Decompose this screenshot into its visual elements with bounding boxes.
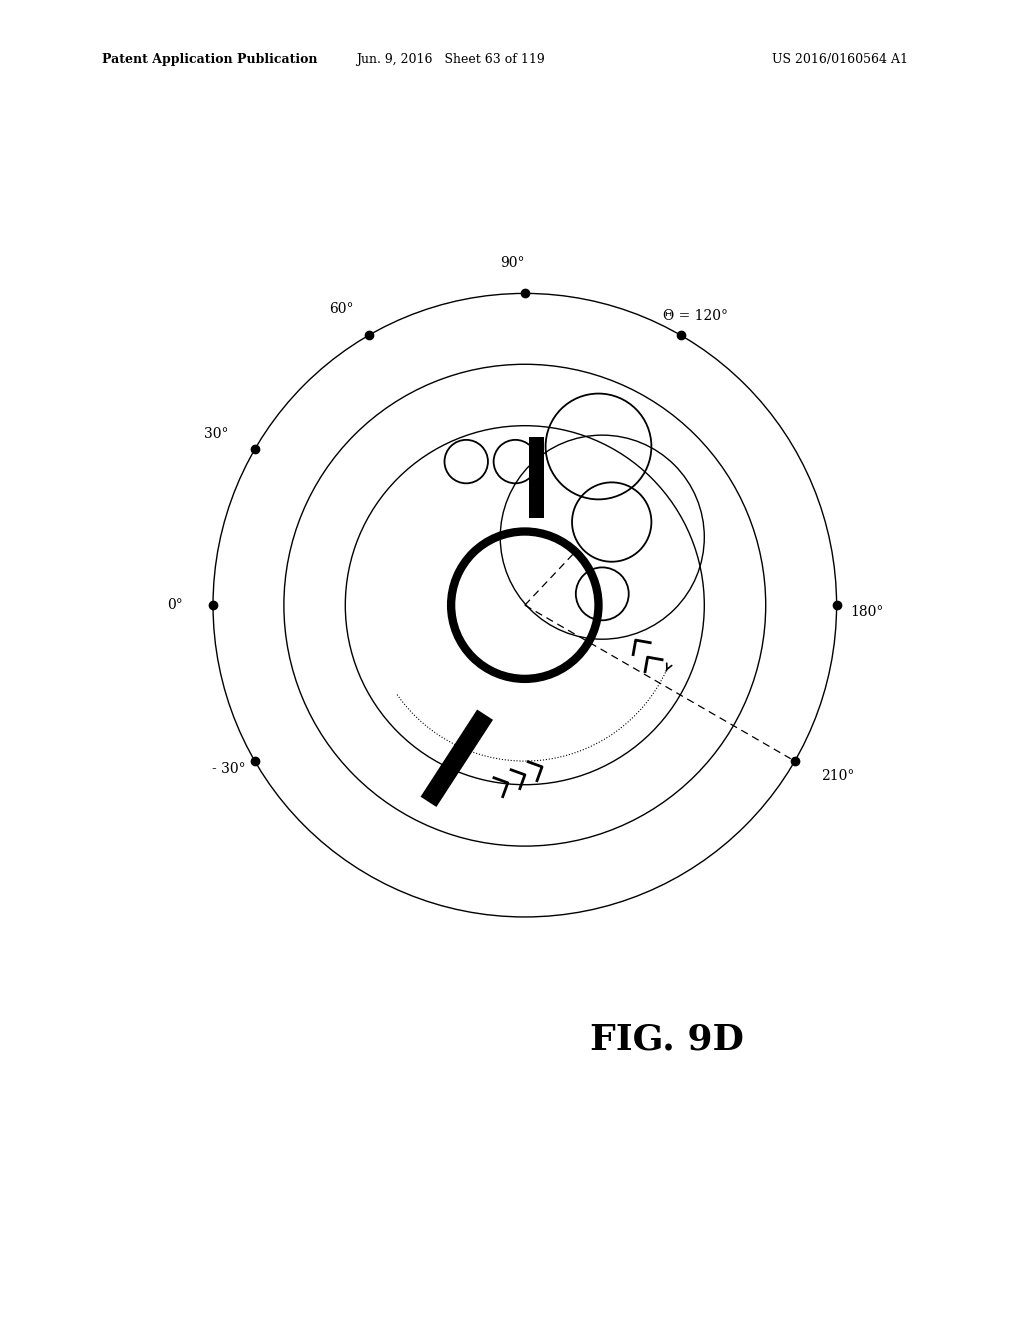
- Text: US 2016/0160564 A1: US 2016/0160564 A1: [772, 53, 907, 66]
- Text: Patent Application Publication: Patent Application Publication: [102, 53, 317, 66]
- Text: Θ = 120°: Θ = 120°: [664, 309, 728, 323]
- Bar: [528, 437, 544, 517]
- Text: Jun. 9, 2016   Sheet 63 of 119: Jun. 9, 2016 Sheet 63 of 119: [356, 53, 545, 66]
- Text: 210°: 210°: [821, 770, 854, 783]
- Bar: [421, 710, 493, 807]
- Text: 30°: 30°: [204, 428, 228, 441]
- Text: 0°: 0°: [167, 598, 183, 612]
- Text: 60°: 60°: [330, 302, 354, 315]
- Text: 180°: 180°: [850, 605, 884, 619]
- Text: 90°: 90°: [501, 256, 524, 271]
- Text: FIG. 9D: FIG. 9D: [590, 1023, 743, 1057]
- Text: - 30°: - 30°: [212, 762, 246, 776]
